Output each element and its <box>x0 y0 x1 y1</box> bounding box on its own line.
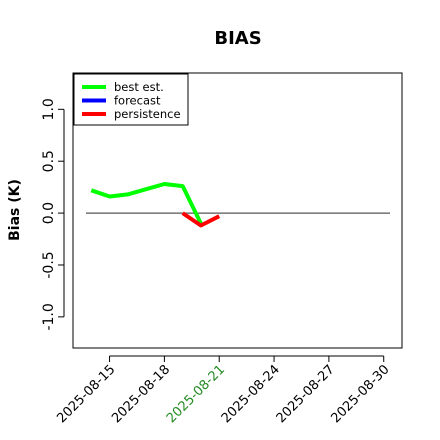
x-tick-label: 2025-08-18 <box>109 362 173 426</box>
y-tick-label: 0.5 <box>41 150 57 172</box>
legend-label-best-est: best est. <box>114 80 164 94</box>
x-tick-label: 2025-08-30 <box>329 362 393 426</box>
x-tick-label: 2025-08-21 <box>164 362 228 426</box>
y-tick-label: 1.0 <box>41 98 57 120</box>
chart-title: BIAS <box>214 28 261 49</box>
y-axis: -1.0 -0.5 0.0 0.5 1.0 <box>41 98 65 331</box>
legend-label-persistence: persistence <box>114 107 181 121</box>
x-tick-label: 2025-08-27 <box>274 362 338 426</box>
y-tick-label: -0.5 <box>41 251 57 278</box>
series-line-persistence <box>181 211 221 228</box>
plot-frame <box>72 72 403 349</box>
y-tick-label: 0.0 <box>41 202 57 224</box>
legend-label-forecast: forecast <box>114 94 161 108</box>
x-tick-label: 2025-08-15 <box>54 362 118 426</box>
y-axis-label: Bias (K) <box>7 179 23 241</box>
series-line-best-est <box>90 182 203 225</box>
plot-area <box>86 182 390 228</box>
y-tick-label: -1.0 <box>41 303 57 330</box>
x-tick-label: 2025-08-24 <box>219 362 283 426</box>
x-axis: 2025-08-152025-08-182025-08-212025-08-24… <box>54 355 393 426</box>
